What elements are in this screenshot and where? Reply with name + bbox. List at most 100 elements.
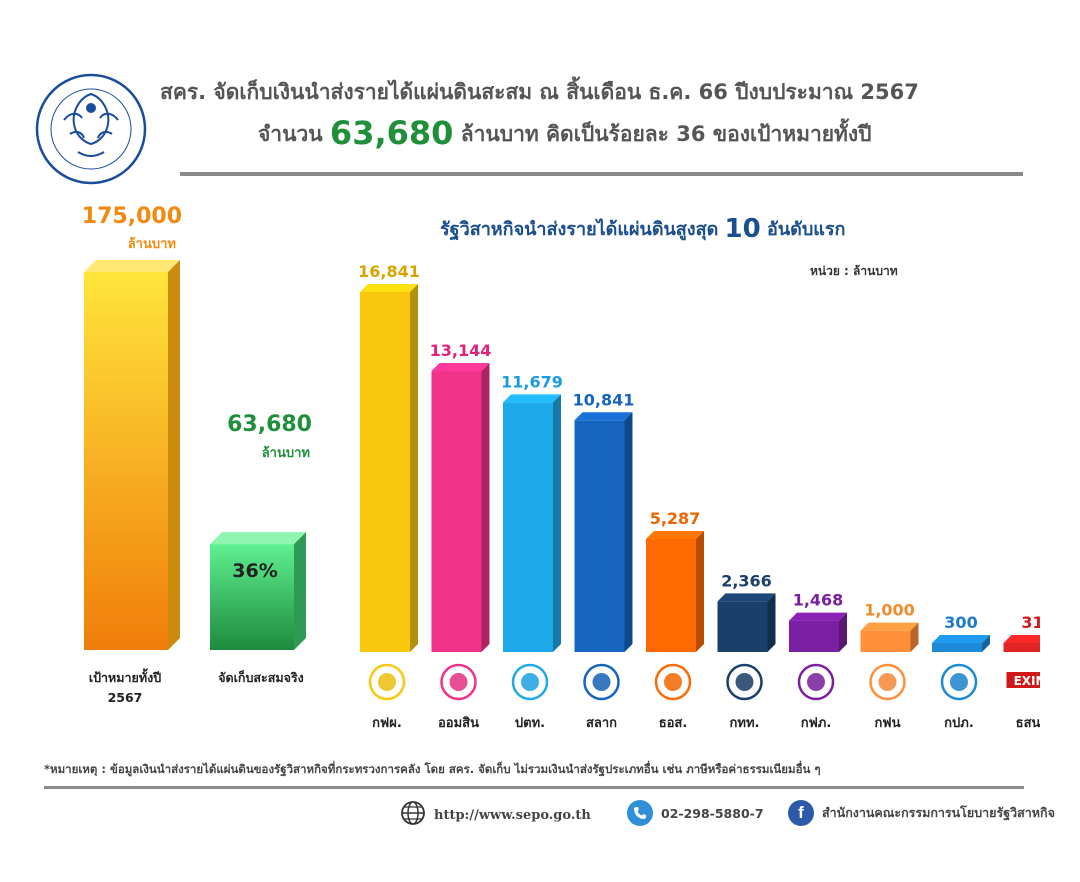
value-label-9: 31 [1021, 613, 1040, 632]
value-label-3: 10,841 [573, 390, 635, 409]
value-label-1: 13,144 [430, 341, 492, 360]
summary-bars [84, 260, 306, 650]
pea-icon [797, 663, 835, 701]
value-label-8: 300 [944, 613, 977, 632]
actual-bar-side [294, 532, 306, 650]
bar-1-top [431, 363, 490, 372]
bar-0-top [360, 284, 418, 292]
bar-1-side [481, 363, 490, 652]
actual-bar-top [210, 532, 306, 545]
bar-3-side [624, 412, 633, 652]
bar-1-front [431, 371, 482, 652]
bar-4-side [696, 530, 704, 652]
bar-7-top [860, 622, 919, 631]
value-label-4: 5,287 [650, 509, 701, 528]
bar-7-side [910, 622, 919, 652]
bar-5 [717, 593, 776, 652]
category-label-6: กฟภ. [801, 716, 832, 731]
facebook-icon: f [788, 800, 814, 826]
bar-5-side [767, 593, 776, 652]
actual-label: จัดเก็บสะสมจริง [218, 670, 304, 685]
bar-2-top [503, 394, 561, 403]
actual-percent: 36% [232, 560, 278, 582]
bar-8 [932, 635, 990, 652]
globe-icon [400, 800, 426, 830]
sepo-logo [34, 72, 148, 186]
exim-logo-text: EXIM [1014, 674, 1040, 688]
target-label: เป้าหมายทั้งปี 2567 [70, 668, 180, 705]
bar-3-front [574, 420, 625, 652]
subtitle-suffix: ล้านบาท คิดเป็นร้อยละ 36 ของเป้าหมายทั้ง… [460, 122, 872, 146]
bar-1 [431, 363, 490, 652]
target-bar [84, 260, 180, 650]
exim-icon: EXIM [1006, 672, 1040, 688]
chart-title: รัฐวิสาหกิจนำส่งรายได้แผ่นดินสูงสุด 10 อ… [440, 214, 845, 244]
value-label-6: 1,468 [793, 591, 844, 610]
footer-website[interactable]: http://www.sepo.go.th [400, 800, 591, 830]
port-icon [726, 663, 763, 701]
actual-bar-front [210, 544, 294, 650]
bar-8-top [932, 635, 990, 643]
category-label-9: ธสน. [1016, 716, 1040, 731]
phone-number[interactable]: 02-298-5880-7 [661, 805, 764, 821]
category-label-1: ออมสิน [438, 716, 479, 731]
chart-title-prefix: รัฐวิสาหกิจนำส่งรายได้แผ่นดินสูงสุด [440, 219, 719, 240]
bar-2-front [503, 402, 553, 652]
value-label-7: 1,000 [864, 601, 915, 620]
actual-value: 63,680 [227, 412, 312, 437]
chart-title-suffix: อันดับแรก [767, 219, 846, 240]
category-label-8: กปภ. [944, 716, 974, 731]
gsb-icon [440, 663, 477, 701]
bar-7-front [860, 630, 911, 652]
bars [360, 284, 1040, 652]
bar-0 [360, 284, 418, 652]
subtitle-amount: 63,680 [329, 114, 454, 152]
target-value: 175,000 [81, 204, 182, 229]
footer-phone[interactable]: 02-298-5880-7 [627, 800, 764, 826]
value-label-2: 11,679 [501, 372, 563, 391]
bar-2-side [553, 394, 561, 652]
bar-8-front [932, 643, 982, 652]
target-label-line2: 2567 [107, 690, 143, 705]
subtitle-prefix: จำนวน [258, 122, 323, 146]
target-bar-side [168, 260, 180, 650]
target-label-line1: เป้าหมายทั้งปี [88, 670, 162, 685]
website-link[interactable]: http://www.sepo.go.th [434, 807, 591, 823]
ghb-icon [654, 663, 692, 701]
target-unit: ล้านบาท [127, 237, 176, 252]
actual-bar [210, 532, 306, 650]
ptt-icon [511, 663, 549, 701]
header-divider [180, 172, 1023, 176]
egat-icon [368, 663, 406, 701]
category-label-0: กฟผ. [372, 716, 402, 731]
page-title: สคร. จัดเก็บเงินนำส่งรายได้แผ่นดินสะสม ณ… [160, 80, 919, 104]
category-label-2: ปตท. [515, 716, 545, 731]
bar-3-top [574, 412, 633, 421]
lottery-icon [583, 663, 620, 701]
bar-3 [574, 412, 633, 652]
top10-bar-chart: 16,841 กฟผ. 13,144 ออมสิน 11,679 ปตท. 10,841 สล… [358, 262, 1040, 731]
target-bar-front [84, 272, 168, 650]
facebook-page[interactable]: สำนักงานคณะกรรมการนโยบายรัฐวิสาหกิจ [822, 805, 1055, 820]
pwa-icon [940, 663, 978, 701]
page-subtitle: จำนวน 63,680 ล้านบาท คิดเป็นร้อยละ 36 ขอ… [258, 114, 1038, 152]
bar-4 [646, 530, 704, 652]
bar-7 [860, 622, 919, 652]
bar-5-top [717, 593, 776, 602]
bar-4-top [646, 530, 704, 539]
bar-6-side [839, 612, 847, 652]
bar-8-side [982, 635, 990, 652]
footer-facebook[interactable]: f สำนักงานคณะกรรมการนโยบายรัฐวิสาหกิจ [788, 800, 1055, 826]
category-label-7: กฟน [875, 716, 901, 731]
bar-0-side [410, 284, 418, 652]
category-label-3: สลาก [586, 716, 617, 731]
sepo-logo-graphic [35, 73, 147, 185]
bar-0-front [360, 292, 410, 652]
bar-9-top [1003, 635, 1040, 643]
chart-title-number: 10 [724, 214, 761, 244]
value-label-0: 16,841 [358, 262, 420, 281]
bar-6-front [789, 620, 839, 652]
bar-4-front [646, 538, 696, 652]
bar-9-front [1003, 643, 1040, 652]
bar-2 [503, 394, 561, 652]
